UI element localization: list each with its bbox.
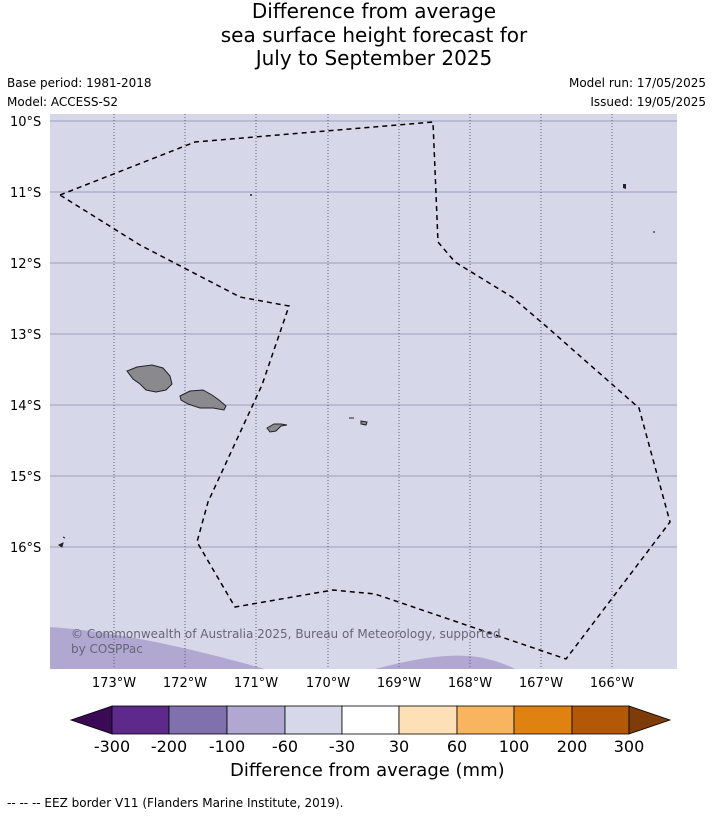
colorbar-tick: -100 xyxy=(209,737,245,756)
savaii-island xyxy=(126,364,173,393)
colorbar-tick: 200 xyxy=(557,737,588,756)
lat-label: 16°S xyxy=(10,541,41,556)
title-line-2: sea surface height forecast for xyxy=(220,22,528,47)
colorbar-bin xyxy=(398,705,458,735)
colorbar-tick-labels: -300 -200 -100 -60 -30 30 60 100 200 300 xyxy=(94,737,644,756)
copyright-line-1: © Commonwealth of Australia 2025, Bureau… xyxy=(71,627,501,641)
colorbar-bin xyxy=(226,705,286,735)
latitude-labels: 10°S 11°S 12°S 13°S 14°S 15°S 16°S xyxy=(10,115,41,556)
colorbar-extend-low xyxy=(69,705,113,735)
lat-label: 10°S xyxy=(10,115,41,130)
small-island-marker xyxy=(623,184,626,189)
colorbar-bin xyxy=(571,705,630,735)
colorbar-tick: -30 xyxy=(329,737,355,756)
longitude-labels: 173°W 172°W 171°W 170°W 169°W 168°W 167°… xyxy=(92,676,634,691)
issued-date: Issued: 19/05/2025 xyxy=(590,95,706,109)
colorbar-tick: 60 xyxy=(447,737,467,756)
colorbar-extend-high xyxy=(628,705,672,735)
ocean-background xyxy=(50,114,677,669)
tutuila-island xyxy=(266,423,288,433)
base-period: Base period: 1981-2018 xyxy=(7,76,152,90)
manua-islands xyxy=(349,417,368,426)
colorbar-bin xyxy=(111,705,170,735)
lat-label: 12°S xyxy=(10,257,41,272)
colorbar-tick: 100 xyxy=(499,737,530,756)
upolu-island xyxy=(179,389,227,411)
eez-legend-footnote: -- -- -- EEZ border V11 (Flanders Marine… xyxy=(7,796,344,810)
ssh-anomaly-patch-southwest xyxy=(50,627,265,669)
model-run: Model run: 17/05/2025 xyxy=(568,76,706,90)
meta-left: Base period: 1981-2018 Model: ACCESS-S2 xyxy=(7,74,152,112)
latitude-gridlines xyxy=(50,120,677,548)
colorbar-bin xyxy=(168,705,228,735)
copyright-line-2: by COSPPac xyxy=(71,642,143,656)
model-name: Model: ACCESS-S2 xyxy=(7,95,119,109)
lon-label: 170°W xyxy=(306,676,350,691)
longitude-gridlines xyxy=(113,114,613,669)
lon-label: 167°W xyxy=(519,676,563,691)
lon-label: 168°W xyxy=(448,676,492,691)
lat-label: 15°S xyxy=(10,470,41,485)
lon-label: 172°W xyxy=(163,676,207,691)
lon-label: 166°W xyxy=(590,676,634,691)
lon-label: 171°W xyxy=(234,676,278,691)
ssh-anomaly-patch-south xyxy=(375,655,515,669)
lat-label: 13°S xyxy=(10,328,41,343)
map-title: Difference from average sea surface heig… xyxy=(0,0,713,71)
colorbar-tick: -300 xyxy=(94,737,130,756)
lat-label: 14°S xyxy=(10,399,41,414)
colorbar-tick: 30 xyxy=(389,737,409,756)
colorbar-bin xyxy=(456,705,515,735)
lat-label: 11°S xyxy=(10,186,41,201)
colorbar-title: Difference from average (mm) xyxy=(230,760,505,781)
colorbar-bin xyxy=(341,705,400,735)
title-line-3: July to September 2025 xyxy=(255,46,493,70)
meta-right: Model run: 17/05/2025 Issued: 19/05/2025 xyxy=(569,74,706,112)
title-line-1: Difference from average xyxy=(251,0,497,23)
colorbar-bin xyxy=(284,705,343,735)
eez-border-west xyxy=(58,121,671,660)
lon-label: 169°W xyxy=(377,676,421,691)
small-island-marker xyxy=(58,536,66,548)
colorbar-tick: -60 xyxy=(272,737,298,756)
colorbar xyxy=(69,705,672,735)
small-island-marker xyxy=(250,194,252,196)
colorbar-tick: 300 xyxy=(614,737,645,756)
lon-label: 173°W xyxy=(92,676,136,691)
small-island-marker xyxy=(653,231,655,233)
colorbar-bin xyxy=(513,705,573,735)
colorbar-tick: -200 xyxy=(151,737,187,756)
